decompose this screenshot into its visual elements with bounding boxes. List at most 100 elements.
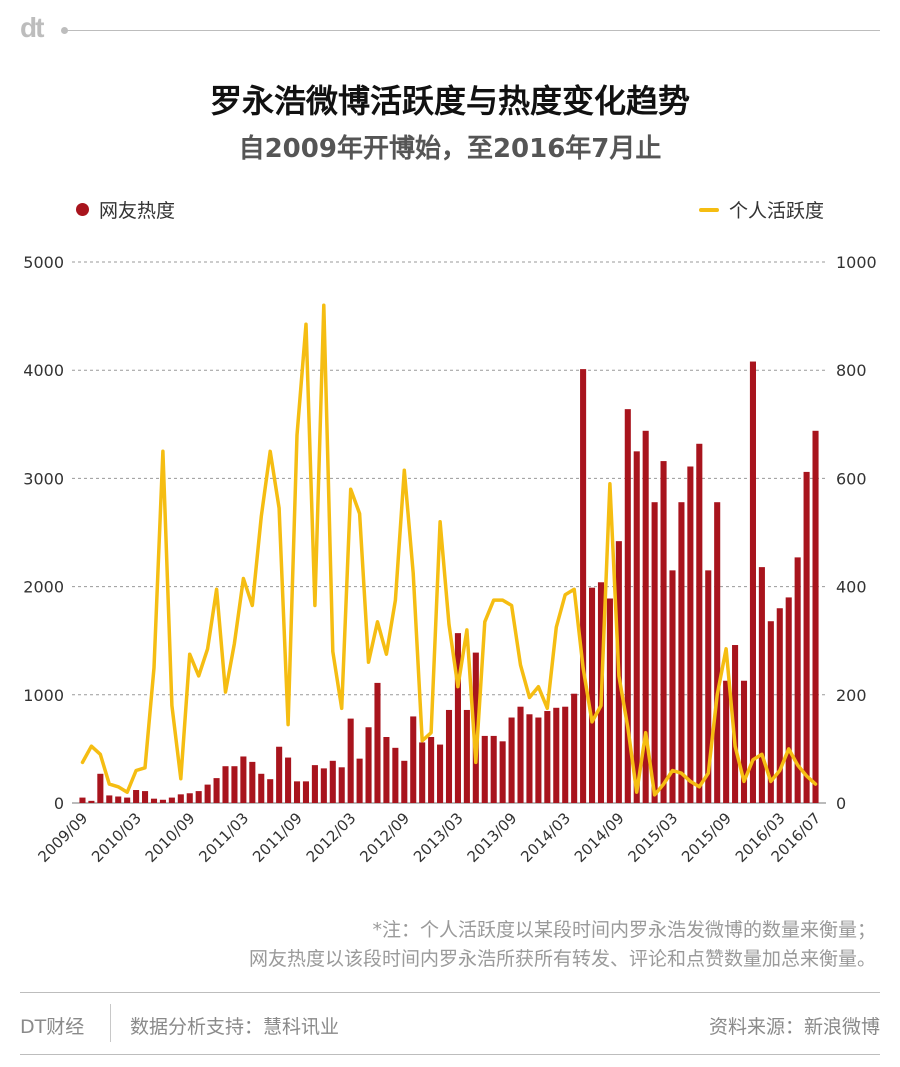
x-tick-label: 2015/03 bbox=[625, 809, 682, 866]
bar bbox=[249, 761, 256, 803]
bar bbox=[740, 680, 748, 803]
y-left-tick-label: 3000 bbox=[23, 469, 64, 488]
bar bbox=[133, 790, 140, 803]
footer-rule-top bbox=[20, 992, 880, 993]
legend-line-swatch bbox=[698, 207, 719, 212]
bar bbox=[508, 717, 515, 803]
bar bbox=[338, 767, 345, 803]
bar bbox=[776, 608, 783, 803]
bar bbox=[758, 567, 765, 803]
x-tick-label: 2014/03 bbox=[517, 809, 574, 866]
bar bbox=[580, 369, 587, 803]
footer-brand: DT财经 bbox=[20, 1016, 85, 1038]
bar bbox=[347, 718, 354, 803]
chart-subtitle: 自2009年开博始，至2016年7月止 bbox=[238, 134, 662, 164]
bar bbox=[204, 784, 211, 803]
y-right-tick-label: 400 bbox=[836, 578, 867, 597]
bar bbox=[499, 741, 506, 803]
line-series bbox=[80, 303, 818, 797]
y-right-tick-label: 0 bbox=[836, 794, 846, 813]
bar bbox=[267, 779, 274, 803]
bar bbox=[571, 693, 578, 803]
chart-title: 罗永浩微博活跃度与热度变化趋势 bbox=[209, 82, 690, 120]
legend-item-line: 个人活跃度 bbox=[698, 196, 824, 223]
x-tick-label: 2009/09 bbox=[34, 809, 91, 866]
footer-source: 资料来源：新浪微博 bbox=[708, 1016, 880, 1038]
legend-bar-label: 网友热度 bbox=[99, 200, 176, 222]
bar bbox=[79, 797, 86, 803]
activity-line bbox=[80, 303, 818, 797]
bar bbox=[311, 765, 318, 803]
bar bbox=[669, 570, 676, 803]
y-right-tick-label: 200 bbox=[836, 686, 867, 705]
bar bbox=[168, 797, 175, 803]
bar bbox=[472, 652, 479, 803]
bar bbox=[222, 766, 229, 803]
bar bbox=[159, 799, 166, 803]
bar bbox=[419, 742, 426, 803]
bar bbox=[195, 791, 202, 803]
bar bbox=[231, 766, 238, 803]
bar bbox=[785, 597, 792, 803]
footnote: *注：个人活跃度以某段时间内罗永浩发微博的数量来衡量； 网友热度以该段时间内罗永… bbox=[249, 916, 876, 974]
bar bbox=[115, 796, 122, 803]
bar bbox=[535, 717, 542, 803]
bar bbox=[651, 502, 658, 803]
bar bbox=[320, 768, 327, 803]
header-rule-dot bbox=[61, 27, 68, 34]
y-right-tick-label: 800 bbox=[836, 361, 867, 380]
bar bbox=[732, 645, 739, 803]
bar bbox=[490, 735, 497, 803]
legend-bar-swatch bbox=[76, 203, 89, 216]
y-left-tick-label: 4000 bbox=[23, 361, 64, 380]
legend-line-label: 个人活跃度 bbox=[728, 200, 824, 222]
bar bbox=[526, 714, 533, 803]
bar bbox=[812, 430, 819, 803]
bar bbox=[705, 570, 712, 803]
bar bbox=[142, 791, 149, 803]
bar bbox=[186, 793, 193, 803]
bar bbox=[633, 451, 640, 803]
bar bbox=[588, 587, 596, 803]
bar bbox=[723, 680, 730, 803]
bar bbox=[97, 773, 104, 803]
y-left-tick-label: 2000 bbox=[23, 578, 64, 597]
bar bbox=[606, 598, 613, 803]
y-right-tick-label: 1000 bbox=[836, 253, 877, 272]
header-rule bbox=[66, 30, 880, 31]
bar bbox=[553, 707, 560, 803]
x-tick-label: 2010/03 bbox=[88, 809, 145, 866]
bar bbox=[642, 430, 649, 803]
bar bbox=[678, 502, 685, 803]
bar bbox=[696, 443, 703, 803]
bar bbox=[276, 746, 283, 803]
footer-separator bbox=[110, 1004, 111, 1042]
bar bbox=[624, 409, 631, 803]
y-left-tick-label: 1000 bbox=[23, 686, 64, 705]
y-left-tick-label: 0 bbox=[54, 794, 64, 813]
y-left-tick-label: 5000 bbox=[23, 253, 64, 272]
bar bbox=[124, 797, 131, 803]
x-tick-label: 2011/09 bbox=[249, 809, 306, 866]
bar bbox=[213, 778, 220, 803]
bar bbox=[302, 781, 310, 803]
bar bbox=[687, 466, 694, 803]
bar bbox=[356, 758, 363, 803]
x-tick-label: 2011/03 bbox=[195, 809, 252, 866]
bar bbox=[714, 502, 721, 803]
bar bbox=[767, 621, 774, 803]
footer-rule-bottom bbox=[20, 1054, 880, 1055]
y-right-tick-label: 600 bbox=[836, 469, 867, 488]
bar bbox=[794, 557, 801, 803]
bar bbox=[562, 706, 569, 803]
legend-item-bar: 网友热度 bbox=[76, 196, 175, 223]
bar bbox=[428, 736, 435, 803]
x-tick-label: 2014/09 bbox=[571, 809, 628, 866]
footnote-line-2: 网友热度以该段时间内罗永浩所获所有转发、评论和点赞数量加总来衡量。 bbox=[248, 948, 876, 970]
x-tick-label: 2012/09 bbox=[356, 809, 413, 866]
bar bbox=[258, 773, 265, 803]
bar bbox=[383, 736, 390, 803]
bar bbox=[240, 756, 247, 803]
x-tick-label: 2015/09 bbox=[678, 809, 735, 866]
bar-series bbox=[79, 361, 819, 803]
